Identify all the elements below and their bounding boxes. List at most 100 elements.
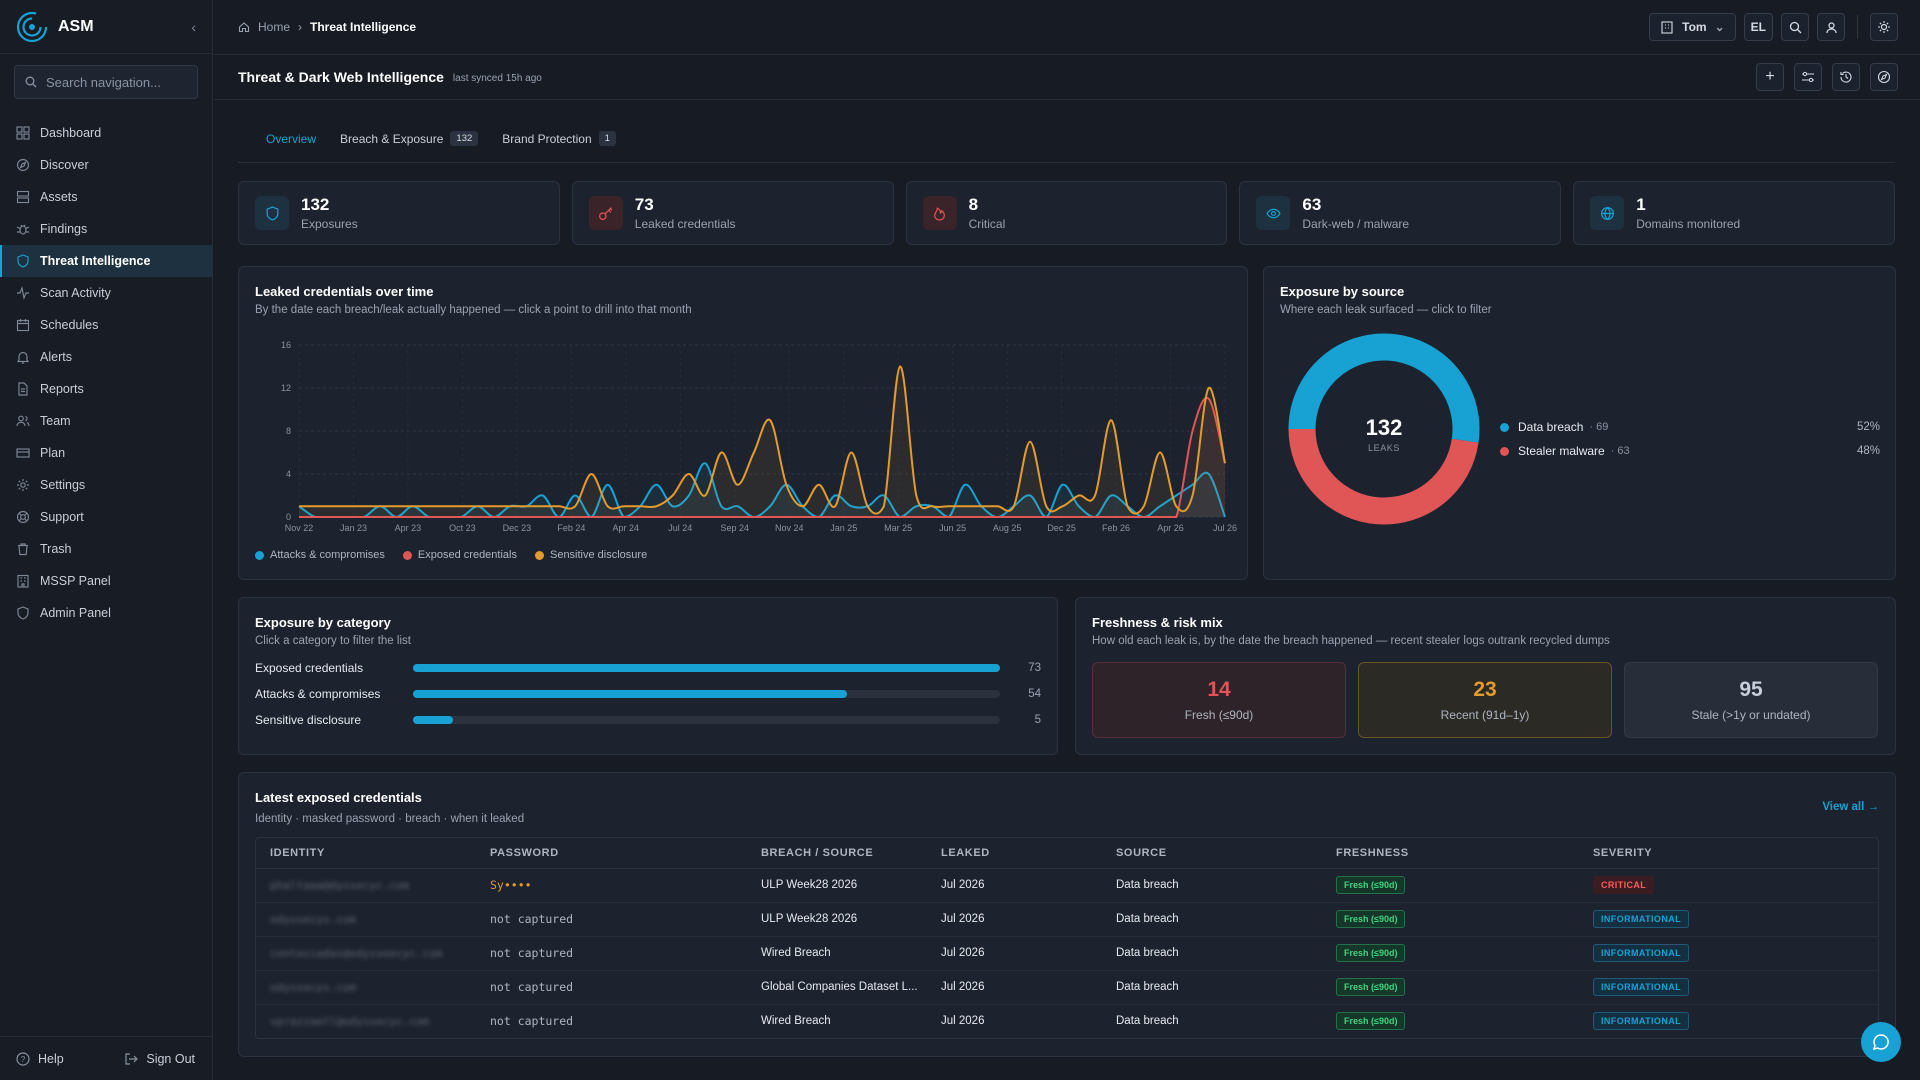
leaked-credentials-line-chart[interactable]: 0 4 8 12 16 Nov 22 Jan 23 Apr 23 Oct 23 Dec 23 Feb… <box>239 327 1247 542</box>
help-button[interactable]: ? Help <box>16 1052 64 1066</box>
series-line-exposed-credentials[interactable] <box>298 396 1226 518</box>
globe-icon <box>1600 206 1614 220</box>
help-icon: ? <box>16 1051 30 1066</box>
tab-overview[interactable]: Overview <box>266 115 316 163</box>
profile-button[interactable] <box>1817 13 1845 41</box>
kpi-card[interactable]: 63 Dark-web / malware <box>1239 181 1562 245</box>
recent-bucket[interactable]: 23 Recent (91d–1y) <box>1358 662 1612 738</box>
legend-item[interactable]: Sensitive disclosure <box>534 549 647 561</box>
kpi-label: Exposures <box>301 217 358 231</box>
donut-center-label: LEAKS <box>1368 443 1400 453</box>
gear-icon <box>17 479 29 491</box>
column-header[interactable]: FRESHNESS <box>1322 838 1579 869</box>
y-tick-label: 0 <box>286 512 291 522</box>
key-icon <box>599 206 613 220</box>
kpi-card[interactable]: 73 Leaked credentials <box>571 181 894 245</box>
fresh-label: Fresh (≤90d) <box>1184 708 1254 722</box>
table-header-row: IDENTITY PASSWORD BREACH / SOURCE LEAKED SOU… <box>256 838 1878 869</box>
source-cell: Data breach <box>1116 913 1179 925</box>
sidebar-item-support[interactable]: Support <box>0 501 212 533</box>
sidebar-item-plan[interactable]: Plan <box>0 437 212 469</box>
x-tick-label: Nov 22 <box>285 523 314 533</box>
page-actions: + <box>1756 63 1898 91</box>
kpi-card[interactable]: 132 Exposures <box>238 181 560 245</box>
column-header[interactable]: LEAKED <box>927 838 1102 869</box>
sidebar-item-findings[interactable]: Findings <box>0 213 212 245</box>
sidebar-item-scan-activity[interactable]: Scan Activity <box>0 277 212 309</box>
column-header[interactable]: SOURCE <box>1102 838 1322 869</box>
donut-slice-data-breach[interactable] <box>1288 333 1480 443</box>
add-button[interactable]: + <box>1756 63 1784 91</box>
exposure-donut-chart[interactable]: 132 LEAKS <box>1284 329 1484 529</box>
sidebar-item-trash[interactable]: Trash <box>0 533 212 565</box>
donut-center-value: 132 <box>1366 415 1403 440</box>
legend-label: Attacks & compromises <box>270 549 385 561</box>
table-row[interactable]: odyssecys.com not captured ULP Week28 2026… <box>256 902 1878 937</box>
password-cell: not captured <box>490 980 574 994</box>
legend-item[interactable]: Exposed credentials <box>402 549 517 561</box>
sidebar-item-discover[interactable]: Discover <box>0 149 212 181</box>
severity-badge: INFORMATIONAL <box>1593 978 1690 996</box>
theme-toggle-button[interactable] <box>1870 13 1898 41</box>
table-row[interactable]: phaltaaa@dyssecyc.com Sy•••• ULP Week28 20… <box>256 868 1878 903</box>
column-header[interactable]: IDENTITY <box>256 838 476 869</box>
view-all-link[interactable]: View all → <box>1822 801 1879 813</box>
stale-bucket[interactable]: 95 Stale (>1y or undated) <box>1624 662 1878 738</box>
breadcrumb-home[interactable]: Home <box>258 20 291 34</box>
donut-slice-stealer-malware[interactable] <box>1288 428 1479 525</box>
explore-button[interactable] <box>1870 63 1898 91</box>
table-row[interactable]: odyssecys.com not captured Global Companie… <box>256 970 1878 1005</box>
legend-item[interactable]: Attacks & compromises <box>255 549 385 561</box>
tab-brand-protection[interactable]: Brand Protection 1 <box>502 115 616 163</box>
sidebar-item-threat-intelligence[interactable]: Threat Intelligence <box>0 245 212 277</box>
sign-out-button[interactable]: Sign Out <box>124 1052 195 1066</box>
column-header[interactable]: PASSWORD <box>476 838 747 869</box>
chat-button[interactable] <box>1861 1022 1901 1062</box>
sidebar-item-settings[interactable]: Settings <box>0 469 212 501</box>
x-tick-label: Nov 24 <box>775 523 804 533</box>
source-legend-row[interactable]: Stealer malware · 63 48% <box>1500 439 1880 463</box>
sidebar-item-team[interactable]: Team <box>0 405 212 437</box>
password-cell: Sy•••• <box>490 878 532 892</box>
sidebar-item-assets[interactable]: Assets <box>0 181 212 213</box>
organization-selector[interactable]: Tom ⌄ <box>1649 13 1736 41</box>
category-row[interactable]: Sensitive disclosure 5 <box>255 707 1041 733</box>
history-button[interactable] <box>1832 63 1860 91</box>
search-button[interactable] <box>1781 13 1809 41</box>
svg-text:?: ? <box>21 1055 26 1064</box>
user-initials-button[interactable]: EL <box>1743 13 1773 41</box>
sidebar-item-admin-panel[interactable]: Admin Panel <box>0 597 212 629</box>
sidebar-item-reports[interactable]: Reports <box>0 373 212 405</box>
table-row[interactable]: vprazzaetl@odyssecyc.com not captured Wire… <box>256 1004 1878 1038</box>
column-header[interactable]: SEVERITY <box>1579 838 1878 869</box>
compass-icon <box>16 158 30 172</box>
filters-button[interactable] <box>1794 63 1822 91</box>
kpi-card[interactable]: 1 Domains monitored <box>1573 181 1895 245</box>
y-tick-label: 8 <box>286 426 291 436</box>
series-line-sensitive-disclosure[interactable] <box>298 365 1226 515</box>
kpi-card[interactable]: 8 Critical <box>905 181 1228 245</box>
table-row[interactable]: contasiadas@odysseecyc.com not captured Wi… <box>256 936 1878 971</box>
search-navigation-input[interactable]: Search navigation... <box>14 65 198 99</box>
fresh-bucket[interactable]: 14 Fresh (≤90d) <box>1092 662 1346 738</box>
x-tick-label: Jul 26 <box>1213 523 1237 533</box>
sidebar-item-schedules[interactable]: Schedules <box>0 309 212 341</box>
user-initials: EL <box>1750 20 1766 34</box>
fresh-value: 14 <box>1207 678 1231 701</box>
category-row[interactable]: Attacks & compromises 54 <box>255 681 1041 707</box>
gear-icon <box>16 478 30 492</box>
recent-value: 23 <box>1473 678 1497 701</box>
column-header[interactable]: BREACH / SOURCE <box>747 838 927 869</box>
source-legend-row[interactable]: Data breach · 69 52% <box>1500 415 1880 439</box>
sidebar-item-dashboard[interactable]: Dashboard <box>0 117 212 149</box>
category-row[interactable]: Exposed credentials 73 <box>255 655 1041 681</box>
sidebar-item-alerts[interactable]: Alerts <box>0 341 212 373</box>
identity-cell: vprazzaetl@odyssecyc.com <box>270 1014 429 1028</box>
collapse-sidebar-icon[interactable]: ‹ <box>191 18 196 35</box>
x-tick-label: Apr 24 <box>613 523 640 533</box>
kpi-value: 63 <box>1302 195 1322 214</box>
tab-breach-exposure[interactable]: Breach & Exposure 132 <box>340 115 479 163</box>
severity-badge: INFORMATIONAL <box>1593 910 1690 928</box>
x-tick-label: Feb 26 <box>1102 523 1130 533</box>
sidebar-item-mssp-panel[interactable]: MSSP Panel <box>0 565 212 597</box>
